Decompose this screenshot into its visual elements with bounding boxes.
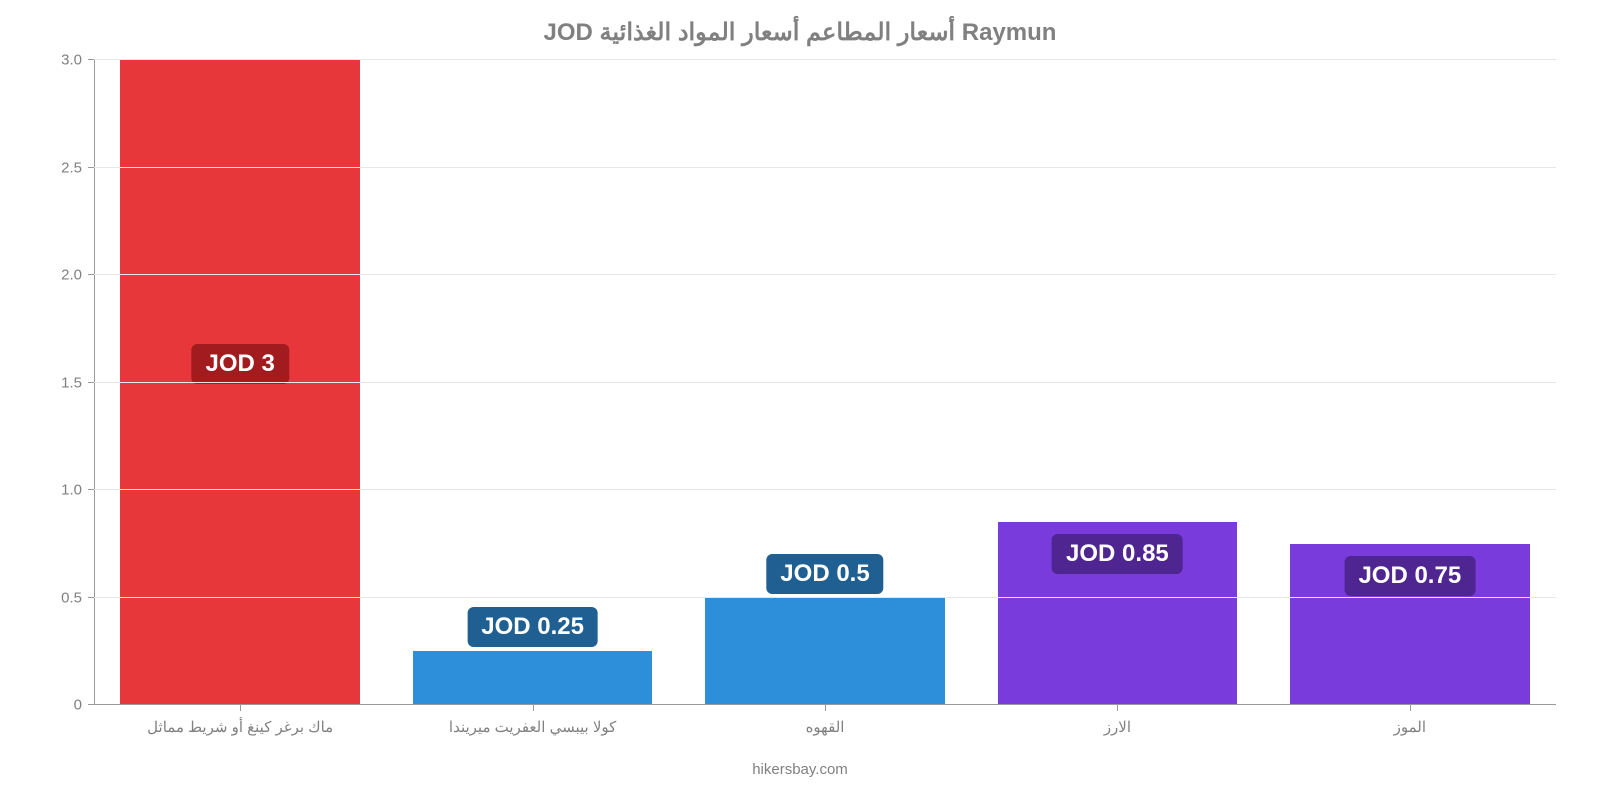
plot-area: JOD 3JOD 0.25JOD 0.5JOD 0.85JOD 0.75 00.… [94, 60, 1556, 705]
x-tick-mark [240, 705, 241, 711]
bar-slot: JOD 0.25 [386, 60, 678, 705]
bar-slot: JOD 3 [94, 60, 386, 705]
x-axis-label: القهوه [679, 714, 971, 736]
value-badge: JOD 0.25 [467, 607, 598, 647]
x-axis-label: ماك برغر كينغ أو شريط مماثل [94, 714, 386, 736]
y-tick-label: 1.5 [61, 374, 94, 391]
y-tick-label: 2.5 [61, 159, 94, 176]
grid-line [94, 382, 1556, 383]
y-axis-line [94, 60, 95, 705]
y-tick-label: 0.5 [61, 589, 94, 606]
x-axis-label: كولا بيبسي العفريت ميريندا [386, 714, 678, 736]
x-tick-mark [1410, 705, 1411, 711]
value-badge: JOD 0.85 [1052, 534, 1183, 574]
grid-line [94, 59, 1556, 60]
grid-line [94, 167, 1556, 168]
bar: JOD 0.5 [705, 598, 945, 706]
bar: JOD 0.75 [1290, 544, 1530, 705]
bar-slot: JOD 0.85 [971, 60, 1263, 705]
grid-line [94, 597, 1556, 598]
bar: JOD 3 [120, 60, 360, 705]
x-axis-line [94, 704, 1556, 705]
bar-slot: JOD 0.75 [1264, 60, 1556, 705]
x-axis-labels: ماك برغر كينغ أو شريط مماثلكولا بيبسي ال… [94, 714, 1556, 736]
x-tick-mark [825, 705, 826, 711]
grid-line [94, 489, 1556, 490]
x-axis-label: الموز [1264, 714, 1556, 736]
x-axis-label: الارز [971, 714, 1263, 736]
bar: JOD 0.25 [413, 651, 653, 705]
value-badge: JOD 0.5 [766, 554, 883, 594]
bars-row: JOD 3 JOD 0.25 JOD 0.5 JOD 0.85 JOD 0.75 [94, 60, 1556, 705]
grid-line [94, 274, 1556, 275]
chart-container: Raymun أسعار المطاعم أسعار المواد الغذائ… [0, 0, 1600, 800]
chart-title: Raymun أسعار المطاعم أسعار المواد الغذائ… [0, 18, 1600, 47]
bar-slot: JOD 0.5 [679, 60, 971, 705]
y-tick-label: 3.0 [61, 52, 94, 69]
value-badge: JOD 0.75 [1344, 556, 1475, 596]
x-tick-mark [533, 705, 534, 711]
x-tick-mark [1117, 705, 1118, 711]
chart-footer: hikersbay.com [0, 761, 1600, 778]
y-tick-label: 0 [74, 697, 94, 714]
y-tick-label: 2.0 [61, 267, 94, 284]
bar: JOD 0.85 [998, 522, 1238, 705]
y-tick-label: 1.0 [61, 482, 94, 499]
value-badge: JOD 3 [192, 344, 289, 384]
